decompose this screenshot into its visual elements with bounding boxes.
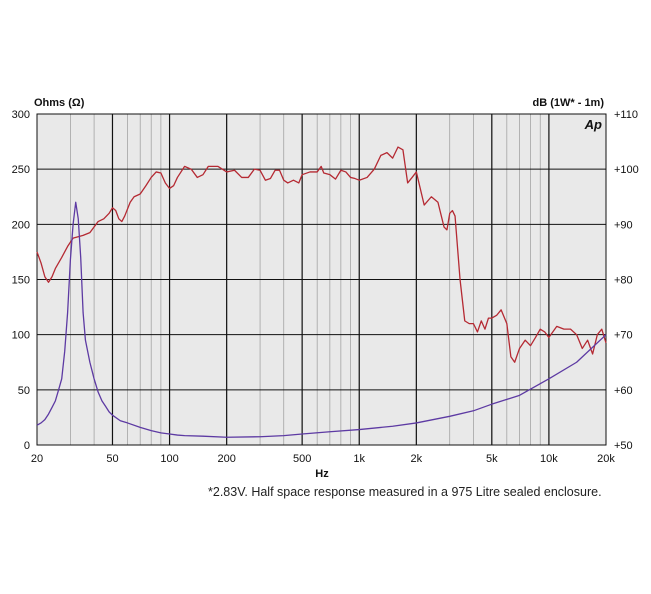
y-right-tick-label: +60 <box>614 385 633 397</box>
x-tick-label: 100 <box>160 453 178 465</box>
series-layer <box>36 146 607 438</box>
y-left-tick-label: 150 <box>12 275 30 287</box>
plot-border <box>36 113 607 446</box>
x-tick-label: 5k <box>486 453 498 465</box>
major-gridlines <box>37 114 606 445</box>
y-right-tick-label: +80 <box>614 275 633 287</box>
x-tick-label: 50 <box>106 453 118 465</box>
y-left-tick-label: 200 <box>12 219 30 231</box>
spl-response-line <box>36 146 607 363</box>
y-left-tick-label: 300 <box>12 109 30 121</box>
x-tick-label: 20 <box>31 453 43 465</box>
x-tick-label: 10k <box>540 453 558 465</box>
ap-logo: Ap <box>584 117 602 132</box>
y-left-tick-label: 250 <box>12 164 30 176</box>
y-left-tick-label: 100 <box>12 330 30 342</box>
x-tick-label: 500 <box>293 453 311 465</box>
y-axis-left-title: Ohms (Ω) <box>34 97 85 109</box>
y-left-tick-label: 0 <box>24 440 30 452</box>
y-right-tick-label: +50 <box>614 440 633 452</box>
y-axis-right-title: dB (1W* - 1m) <box>533 97 605 109</box>
x-axis-title: Hz <box>315 468 329 480</box>
y-right-tick-label: +100 <box>614 164 639 176</box>
y-right-tick-label: +110 <box>614 109 638 121</box>
y-left-tick-label: 50 <box>18 385 30 397</box>
y-right-tick-label: +70 <box>614 330 633 342</box>
x-tick-label: 2k <box>411 453 423 465</box>
x-tick-label: 20k <box>597 453 615 465</box>
x-tick-label: 1k <box>353 453 365 465</box>
impedance-line <box>36 201 607 438</box>
x-tick-label: 200 <box>217 453 235 465</box>
y-right-tick-label: +90 <box>614 219 633 231</box>
footnote: *2.83V. Half space response measured in … <box>208 485 602 499</box>
tick-labels: 20 50 100 200 500 1k 2k 5k 10k 20k 0 50 100 150 200 250… <box>12 109 639 465</box>
